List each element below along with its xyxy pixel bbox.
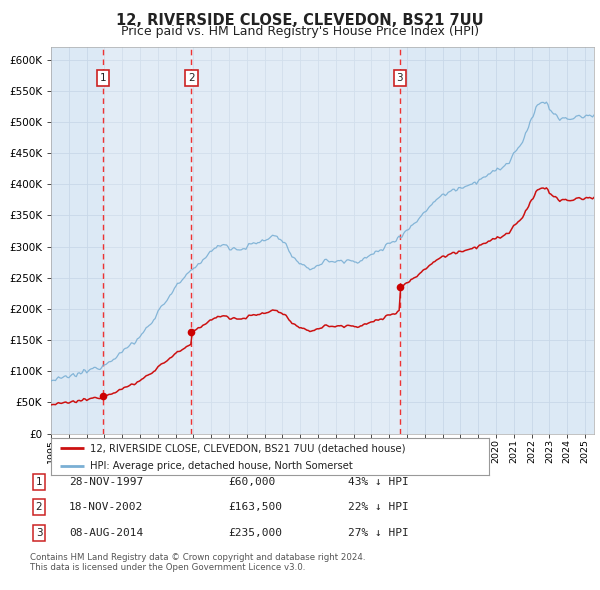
Text: £235,000: £235,000 [228,528,282,537]
Text: 12, RIVERSIDE CLOSE, CLEVEDON, BS21 7UU: 12, RIVERSIDE CLOSE, CLEVEDON, BS21 7UU [116,13,484,28]
Text: 2: 2 [188,73,194,83]
Text: 2: 2 [35,503,43,512]
Text: £60,000: £60,000 [228,477,275,487]
Text: 27% ↓ HPI: 27% ↓ HPI [348,528,409,537]
Text: 12, RIVERSIDE CLOSE, CLEVEDON, BS21 7UU (detached house): 12, RIVERSIDE CLOSE, CLEVEDON, BS21 7UU … [91,443,406,453]
Text: 43% ↓ HPI: 43% ↓ HPI [348,477,409,487]
Text: 3: 3 [397,73,403,83]
Bar [103,47,191,434]
Text: 22% ↓ HPI: 22% ↓ HPI [348,503,409,512]
Text: Price paid vs. HM Land Registry's House Price Index (HPI): Price paid vs. HM Land Registry's House … [121,25,479,38]
Text: Contains HM Land Registry data © Crown copyright and database right 2024.: Contains HM Land Registry data © Crown c… [30,553,365,562]
Text: 3: 3 [35,528,43,537]
Text: 08-AUG-2014: 08-AUG-2014 [69,528,143,537]
Text: 1: 1 [35,477,43,487]
Text: HPI: Average price, detached house, North Somerset: HPI: Average price, detached house, Nort… [91,461,353,471]
Text: 18-NOV-2002: 18-NOV-2002 [69,503,143,512]
Bar [191,47,400,434]
Text: 1: 1 [100,73,106,83]
Text: £163,500: £163,500 [228,503,282,512]
Text: 28-NOV-1997: 28-NOV-1997 [69,477,143,487]
Text: This data is licensed under the Open Government Licence v3.0.: This data is licensed under the Open Gov… [30,563,305,572]
